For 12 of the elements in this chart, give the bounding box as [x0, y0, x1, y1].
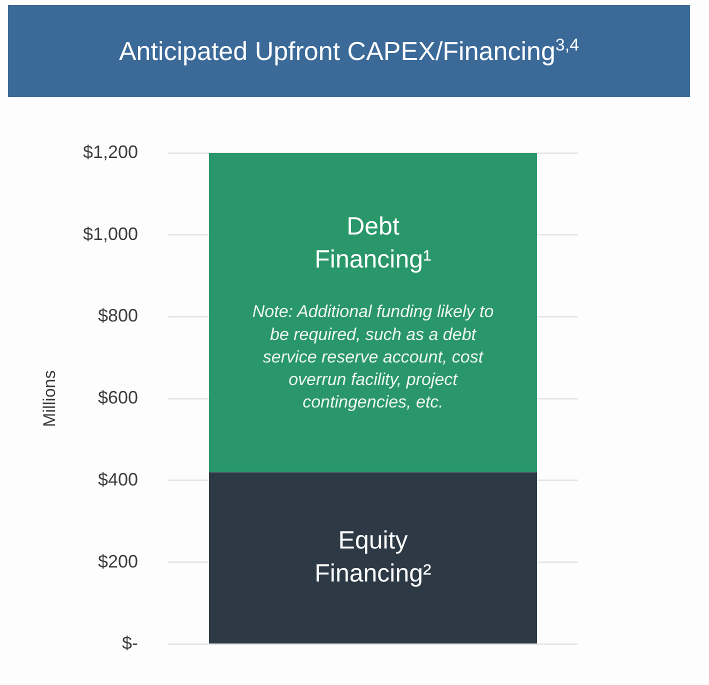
y-tick-label: $-: [122, 633, 138, 654]
chart-title: Anticipated Upfront CAPEX/Financing$^{3,4}$: [118, 35, 580, 66]
annotation: Note: Additional funding likely to be required, such as a debt service reserve account, cost overrun facility, project contingencies, etc.: [252, 302, 494, 412]
y-tick-label: $400: [98, 469, 138, 490]
series-label: Debt Financing¹: [314, 212, 432, 274]
y-tick-label: $1,200: [82, 142, 138, 162]
y-axis-title: Millions: [40, 370, 59, 427]
y-tick-label: $1,000: [82, 224, 138, 244]
series-label: Equity Financing²: [314, 526, 432, 588]
y-tick-label: $600: [98, 388, 138, 408]
y-tick-label: $200: [98, 551, 138, 572]
y-tick-label: $800: [98, 306, 138, 326]
